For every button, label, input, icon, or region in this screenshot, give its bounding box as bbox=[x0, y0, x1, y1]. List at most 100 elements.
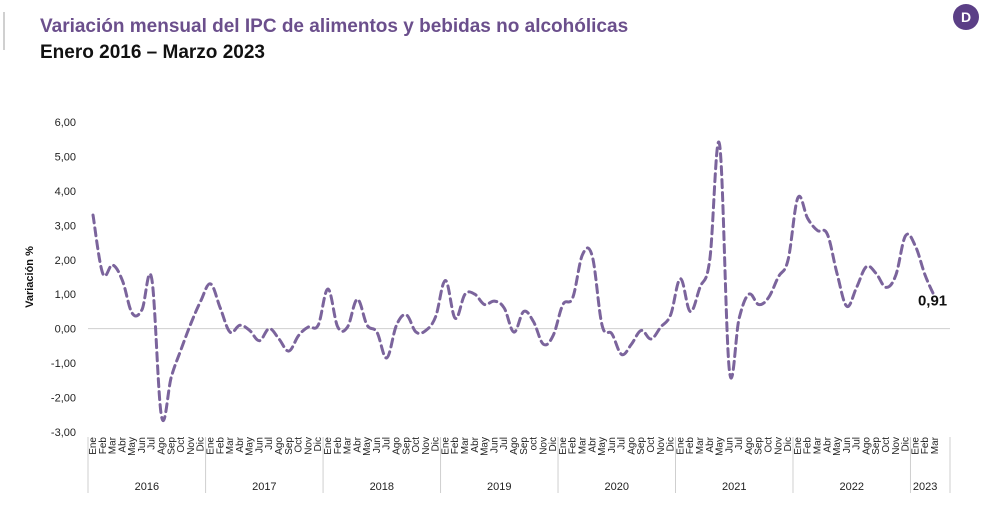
month-tick-label: Ago bbox=[744, 437, 755, 455]
month-tick-label: Mar bbox=[695, 436, 706, 454]
month-tick-label: Ene bbox=[910, 437, 921, 455]
month-tick-label: Feb bbox=[568, 437, 579, 455]
year-label: 2018 bbox=[370, 481, 394, 493]
month-tick-label: Oct bbox=[881, 437, 892, 453]
month-tick-label: Dic bbox=[901, 437, 912, 451]
month-tick-label: Mar bbox=[343, 436, 354, 454]
month-tick-label: May bbox=[715, 437, 726, 456]
chart-subtitle: Enero 2016 – Marzo 2023 bbox=[40, 42, 265, 63]
y-tick-label: 0,00 bbox=[55, 324, 76, 336]
month-tick-label: Sep bbox=[401, 437, 412, 455]
series-line bbox=[91, 140, 937, 422]
month-tick-label: Nov bbox=[186, 437, 197, 455]
y-tick-label: 3,00 bbox=[55, 220, 76, 232]
month-tick-label: Jul bbox=[382, 437, 393, 450]
year-label: 2023 bbox=[913, 481, 937, 493]
month-tick-label: Dic bbox=[313, 437, 324, 451]
end-value-label: 0,91 bbox=[918, 292, 947, 309]
month-tick-label: Ene bbox=[88, 437, 99, 455]
month-tick-label: Feb bbox=[920, 437, 931, 455]
month-tick-label: Ago bbox=[626, 437, 637, 455]
month-tick-label: Jul bbox=[852, 437, 863, 450]
year-label: 2016 bbox=[135, 481, 159, 493]
month-tick-label: May bbox=[245, 437, 256, 456]
month-tick-label: Jul bbox=[264, 437, 275, 450]
month-tick-label: Jun bbox=[842, 437, 853, 453]
month-tick-label: Sep bbox=[519, 437, 530, 455]
month-tick-label: Ago bbox=[157, 437, 168, 455]
month-tick-label: Mar bbox=[812, 436, 823, 454]
month-tick-label: Oct bbox=[294, 437, 305, 453]
year-label: 2020 bbox=[605, 481, 629, 493]
month-tick-label: Abr bbox=[117, 436, 128, 452]
month-tick-label: Feb bbox=[685, 437, 696, 455]
y-tick-label: -3,00 bbox=[51, 427, 76, 439]
y-tick-label: -1,00 bbox=[51, 358, 76, 370]
chart-axes bbox=[87, 328, 951, 493]
month-tick-label: Mar bbox=[930, 436, 941, 454]
y-axis-title: Variación % bbox=[24, 246, 36, 308]
month-tick-label: Mar bbox=[578, 436, 589, 454]
month-tick-label: oct bbox=[529, 437, 540, 451]
month-tick-label: Dic bbox=[431, 437, 442, 451]
month-tick-label: Jun bbox=[372, 437, 383, 453]
year-label: 2017 bbox=[252, 481, 276, 493]
month-tick-label: Sep bbox=[166, 437, 177, 455]
month-tick-label: Dic bbox=[196, 437, 207, 451]
month-tick-label: Jun bbox=[607, 437, 618, 453]
month-tick-label: Jun bbox=[137, 437, 148, 453]
month-tick-label: Feb bbox=[215, 437, 226, 455]
y-tick-label: 6,00 bbox=[55, 117, 76, 129]
month-tick-label: Oct bbox=[176, 437, 187, 453]
month-tick-label: May bbox=[127, 437, 138, 456]
year-label: 2022 bbox=[839, 481, 863, 493]
month-tick-label: Abr bbox=[822, 436, 833, 452]
month-tick-label: Nov bbox=[656, 437, 667, 455]
month-tick-label: Abr bbox=[235, 436, 246, 452]
month-tick-label: Jun bbox=[489, 437, 500, 453]
month-tick-label: Mar bbox=[460, 436, 471, 454]
month-tick-label: Feb bbox=[803, 437, 814, 455]
y-tick-label: 4,00 bbox=[55, 186, 76, 198]
month-tick-label: Ago bbox=[391, 437, 402, 455]
month-tick-label: Ene bbox=[323, 437, 334, 455]
month-tick-label: Feb bbox=[98, 437, 109, 455]
month-tick-label: Jul bbox=[499, 437, 510, 450]
month-tick-label: May bbox=[597, 437, 608, 456]
month-tick-label: Oct bbox=[411, 437, 422, 453]
month-tick-label: Jun bbox=[724, 437, 735, 453]
chart-title: Variación mensual del IPC de alimentos y… bbox=[40, 16, 629, 37]
month-tick-label: Ene bbox=[440, 437, 451, 455]
month-tick-label: May bbox=[480, 437, 491, 456]
month-tick-label: Abr bbox=[470, 436, 481, 452]
month-tick-label: Ago bbox=[509, 437, 520, 455]
month-tick-label: Ene bbox=[675, 437, 686, 455]
month-tick-label: Feb bbox=[450, 437, 461, 455]
month-tick-label: Oct bbox=[764, 437, 775, 453]
month-tick-label: Ene bbox=[205, 437, 216, 455]
month-tick-label: Abr bbox=[705, 436, 716, 452]
month-tick-label: Ene bbox=[558, 437, 569, 455]
year-label: 2019 bbox=[487, 481, 511, 493]
month-tick-label: Sep bbox=[871, 437, 882, 455]
month-tick-label: Mar bbox=[225, 436, 236, 454]
month-tick-label: Dic bbox=[666, 437, 677, 451]
y-tick-label: 5,00 bbox=[55, 151, 76, 163]
month-tick-label: May bbox=[832, 437, 843, 456]
labels-layer: 6,00 5,00 4,00 3,00 2,00 1,00 0,00 -1,00 -2,00 -3… bbox=[24, 117, 947, 493]
month-tick-label: Dic bbox=[548, 437, 559, 451]
month-tick-label: Oct bbox=[646, 437, 657, 453]
month-tick-label: Sep bbox=[754, 437, 765, 455]
month-tick-label: Jul bbox=[147, 437, 158, 450]
month-tick-label: Nov bbox=[773, 437, 784, 455]
month-tick-label: Abr bbox=[352, 436, 363, 452]
y-tick-label: -2,00 bbox=[51, 393, 76, 405]
month-tick-label: Nov bbox=[421, 437, 432, 455]
month-tick-label: Ene bbox=[793, 437, 804, 455]
month-tick-label: Jul bbox=[617, 437, 628, 450]
month-tick-label: May bbox=[362, 437, 373, 456]
month-tick-label: Sep bbox=[284, 437, 295, 455]
y-tick-label: 1,00 bbox=[55, 289, 76, 301]
y-tick-label: 2,00 bbox=[55, 255, 76, 267]
